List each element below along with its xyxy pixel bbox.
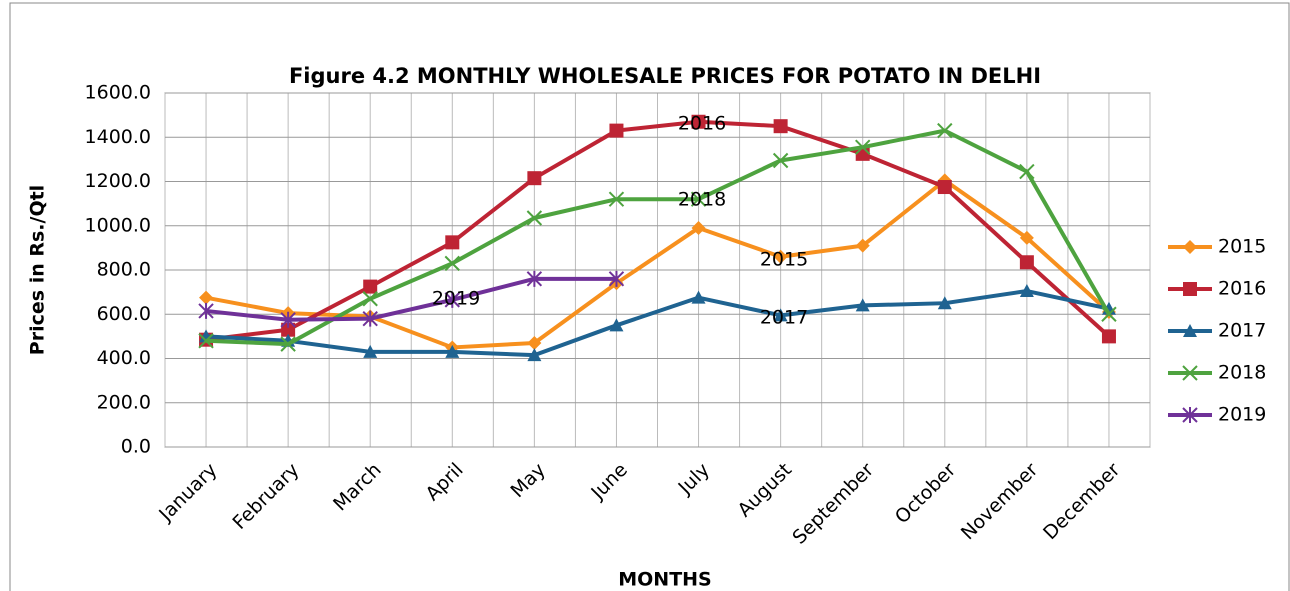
marker <box>362 291 378 307</box>
marker <box>280 311 296 328</box>
marker <box>198 333 214 349</box>
y-tick-label: 1000.0 <box>85 214 151 236</box>
marker <box>363 279 378 294</box>
marker <box>772 152 789 169</box>
annotation: 2015 <box>760 249 808 271</box>
marker <box>773 249 788 264</box>
y-tick-label: 1400.0 <box>85 126 151 148</box>
legend-marker <box>1183 324 1197 337</box>
marker <box>527 171 542 186</box>
legend-label: 2019 <box>1218 404 1266 426</box>
marker <box>198 302 214 319</box>
marker <box>608 270 625 287</box>
marker <box>855 238 870 253</box>
marker <box>362 310 378 327</box>
legend-marker <box>1182 365 1198 381</box>
marker <box>526 270 543 287</box>
marker <box>937 296 952 310</box>
series-line <box>205 289 1110 358</box>
y-tick-label: 200.0 <box>97 391 151 413</box>
marker <box>1019 230 1034 245</box>
annotation: 2016 <box>678 113 726 135</box>
legend-label: 2015 <box>1218 236 1266 258</box>
series-line <box>205 178 1111 350</box>
marker <box>855 139 871 155</box>
marker <box>1101 329 1116 344</box>
legend-marker <box>1182 407 1198 423</box>
annotation: 2018 <box>678 189 726 211</box>
marker <box>690 191 707 207</box>
marker <box>445 235 460 250</box>
marker <box>281 322 296 337</box>
marker <box>691 114 706 129</box>
marker <box>527 348 542 362</box>
chart-frame <box>9 2 1290 591</box>
marker <box>937 122 953 139</box>
legend-label: 2018 <box>1218 362 1266 384</box>
marker <box>1019 163 1035 180</box>
y-tick-label: 800.0 <box>97 259 151 281</box>
annotation: 2019 <box>432 288 480 310</box>
y-tick-label: 1600.0 <box>85 82 151 104</box>
marker <box>773 308 788 322</box>
marker <box>363 344 378 358</box>
marker <box>199 290 214 305</box>
marker <box>280 336 296 352</box>
y-tick-label: 600.0 <box>97 303 151 325</box>
marker <box>609 123 624 138</box>
marker <box>444 291 460 308</box>
marker <box>855 298 870 312</box>
marker <box>691 290 706 304</box>
legend-marker <box>1183 282 1197 296</box>
legend-label: 2017 <box>1218 320 1266 342</box>
y-tick-label: 400.0 <box>97 347 151 369</box>
marker <box>526 210 543 226</box>
marker <box>937 180 952 195</box>
marker <box>609 318 624 332</box>
marker <box>527 336 542 351</box>
marker <box>1019 255 1034 270</box>
series-line <box>205 128 1111 347</box>
marker <box>608 191 625 207</box>
legend-marker <box>1183 240 1197 254</box>
series-line <box>205 119 1111 342</box>
marker <box>773 119 788 134</box>
y-tick-label: 0.0 <box>121 436 151 458</box>
y-axis-label: Prices in Rs./Qtl <box>27 185 49 355</box>
marker <box>1019 284 1034 298</box>
annotation: 2017 <box>760 307 808 329</box>
marker <box>691 220 706 235</box>
marker <box>1101 306 1117 322</box>
x-axis-label: MONTHS <box>618 569 712 591</box>
legend-label: 2016 <box>1218 278 1266 300</box>
marker <box>444 255 460 272</box>
chart-title: Figure 4.2 MONTHLY WHOLESALE PRICES FOR … <box>289 64 1041 88</box>
y-tick-label: 1200.0 <box>85 170 151 192</box>
series-line <box>205 276 617 322</box>
marker <box>445 344 460 358</box>
